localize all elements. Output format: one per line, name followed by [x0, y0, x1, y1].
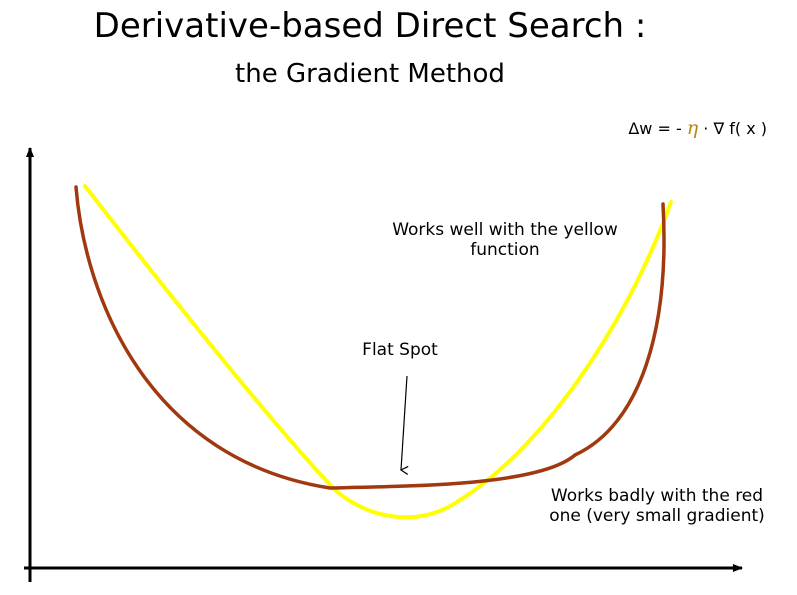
formula-lhs: Δw = -	[628, 119, 687, 138]
red-annotation-line-1: Works badly with the red	[550, 486, 764, 506]
eta-symbol: η	[686, 117, 699, 139]
yellow-annotation-line-1: Works well with the yellow	[392, 220, 618, 240]
gradient-update-formula: Δw = - η · ∇ f( x )	[628, 118, 767, 139]
flat-spot-arrow	[401, 375, 407, 470]
flat-spot-label: Flat Spot	[362, 340, 438, 360]
red-annotation-line-2: one (very small gradient)	[549, 506, 765, 526]
red-annotation: Works badly with the red one (very small…	[532, 486, 782, 526]
slide-title: Derivative-based Direct Search :	[93, 6, 647, 46]
yellow-annotation: Works well with the yellow function	[370, 220, 640, 260]
yellow-annotation-line-2: function	[470, 240, 540, 260]
red-curve	[74, 185, 666, 490]
formula-rhs: · ∇ f( x )	[698, 119, 767, 138]
slide-subtitle: the Gradient Method	[235, 59, 505, 89]
yellow-curve	[83, 184, 673, 520]
